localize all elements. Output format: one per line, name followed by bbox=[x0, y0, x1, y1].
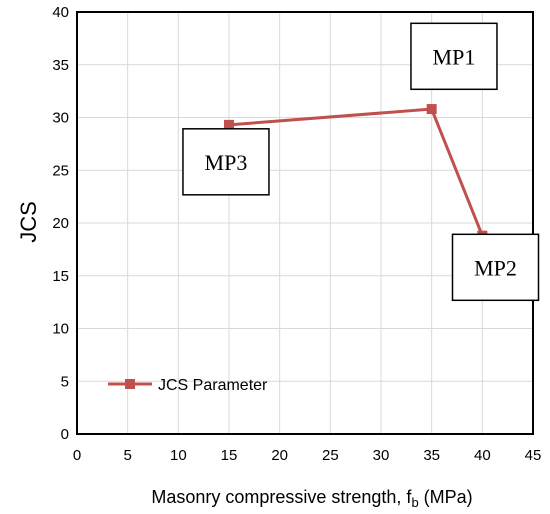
legend-marker bbox=[125, 379, 135, 389]
annotation-box bbox=[410, 22, 498, 91]
x-tick-label: 10 bbox=[170, 447, 187, 464]
y-axis-label: JCS bbox=[16, 201, 41, 243]
y-tick-label: 5 bbox=[61, 373, 69, 390]
plot-area-frame bbox=[76, 11, 534, 435]
x-tick-label: 25 bbox=[322, 447, 339, 464]
x-axis-label-main: Masonry compressive strength, f bbox=[151, 487, 412, 507]
y-tick-label: 30 bbox=[52, 110, 69, 127]
x-tick-label: 35 bbox=[423, 447, 440, 464]
y-tick-label: 10 bbox=[52, 321, 69, 338]
y-tick-label: 20 bbox=[52, 215, 69, 232]
y-tick-label: 40 bbox=[52, 4, 69, 21]
annotation-label: MP1 bbox=[433, 44, 476, 69]
legend-label: JCS Parameter bbox=[158, 377, 268, 394]
data-point-marker bbox=[224, 119, 234, 130]
x-tick-label: 45 bbox=[525, 447, 542, 464]
x-axis-label-subscript: b bbox=[411, 495, 418, 510]
y-tick-label: 15 bbox=[52, 268, 69, 285]
y-tick-label: 35 bbox=[52, 57, 69, 74]
annotation-label: MP3 bbox=[205, 150, 248, 175]
x-axis-label-unit: (MPa) bbox=[419, 487, 473, 507]
annotation-box bbox=[182, 128, 270, 196]
x-tick-label: 20 bbox=[271, 447, 288, 464]
x-axis-label: Masonry compressive strength, fb (MPa) bbox=[151, 487, 472, 510]
y-tick-label: 25 bbox=[52, 162, 69, 179]
legend: JCS Parameter bbox=[108, 377, 268, 394]
x-tick-label: 0 bbox=[73, 447, 81, 464]
x-tick-labels: 0 5 10 15 20 25 30 35 40 45 bbox=[73, 447, 542, 464]
x-tick-label: 5 bbox=[123, 447, 131, 464]
annotations: MP1 MP3 MP2 bbox=[182, 22, 540, 302]
y-tick-label: 0 bbox=[61, 426, 69, 443]
annotation-label: MP2 bbox=[474, 255, 517, 280]
x-tick-label: 30 bbox=[373, 447, 390, 464]
x-tick-label: 15 bbox=[221, 447, 238, 464]
data-point-marker bbox=[426, 104, 437, 115]
x-tick-label: 40 bbox=[474, 447, 491, 464]
y-tick-labels: 0 5 10 15 20 25 30 35 40 bbox=[52, 4, 69, 443]
annotation-box bbox=[451, 233, 540, 302]
